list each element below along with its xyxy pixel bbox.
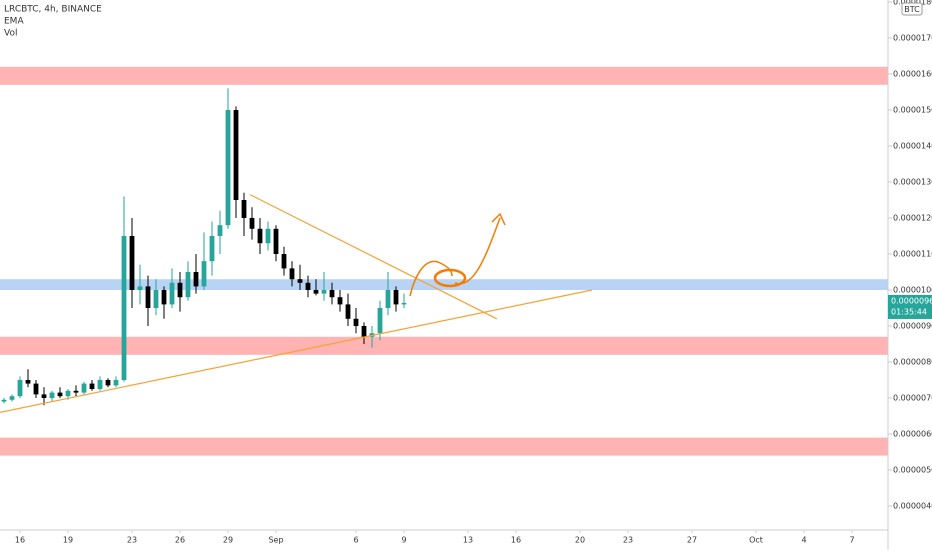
y-tick-label: 0.00001300 — [893, 178, 932, 187]
y-axis-bg — [888, 0, 932, 550]
arrow-head — [491, 212, 506, 226]
candle-body — [209, 236, 215, 262]
zone — [0, 437, 888, 456]
candle-body — [33, 383, 39, 395]
x-tick-label: 27 — [687, 536, 697, 545]
x-tick-label: 23 — [623, 536, 633, 545]
candle-body — [273, 228, 279, 255]
candle-body — [353, 318, 359, 326]
y-tick-label: 0.00001400 — [893, 142, 932, 151]
candle-body — [105, 379, 111, 386]
candle-body — [121, 236, 127, 380]
candle-body — [281, 254, 287, 269]
candle-body — [297, 279, 303, 283]
candle-body — [153, 290, 159, 308]
x-tick-label: 9 — [401, 536, 406, 545]
candle-body — [201, 261, 207, 287]
x-tick-label: 4 — [801, 536, 806, 545]
candle-body — [265, 228, 271, 244]
candle-body — [1, 399, 7, 402]
candle-body — [17, 379, 23, 397]
candle-body — [249, 218, 255, 229]
candle-body — [193, 272, 199, 287]
zone — [0, 66, 888, 85]
y-tick-label: 0.00000400 — [893, 501, 932, 510]
candle-body — [161, 290, 167, 305]
candle-body — [289, 268, 295, 280]
candle-body — [129, 236, 135, 291]
x-tick-label: 20 — [575, 536, 585, 545]
legend-indicator: Vol — [4, 29, 17, 39]
candle-body — [225, 110, 231, 226]
freehand-curve — [409, 260, 453, 297]
currency: BTC — [904, 5, 920, 14]
candle-body — [49, 392, 55, 398]
candle-body — [361, 325, 367, 337]
candle-body — [9, 396, 15, 400]
legend-indicator: EMA — [4, 17, 24, 27]
x-tick-label: Sep — [268, 536, 283, 545]
candle-body — [329, 290, 335, 298]
y-tick-label: 0.00001700 — [893, 34, 932, 43]
candle-body — [73, 390, 79, 393]
x-tick-label: Oct — [749, 536, 763, 545]
y-tick-label: 0.00001100 — [893, 250, 932, 259]
x-tick-label: 16 — [511, 536, 521, 545]
x-tick-label: 19 — [63, 536, 73, 545]
last-price-box — [888, 294, 932, 319]
trend-line — [249, 194, 498, 320]
candle-body — [65, 390, 71, 397]
candle-body — [169, 282, 175, 305]
candle-body — [233, 110, 239, 201]
y-tick-label: 0.00001600 — [893, 70, 932, 79]
y-tick-label: 0.00000600 — [893, 429, 932, 438]
x-tick-label: 7 — [849, 536, 854, 545]
currency-box[interactable] — [901, 2, 923, 16]
y-tick-label: 0.00000700 — [893, 393, 932, 402]
x-tick-label: 13 — [463, 536, 473, 545]
candle-body — [313, 290, 319, 294]
y-tick-label: 0.00001000 — [893, 286, 932, 295]
candle-body — [305, 282, 311, 291]
candle-body — [81, 383, 87, 393]
candle-body — [377, 307, 383, 334]
candle-body — [185, 272, 191, 298]
y-tick-label: 0.00000900 — [893, 321, 932, 330]
candle-body — [345, 304, 351, 319]
y-tick-label: 0.00000500 — [893, 465, 932, 474]
trend-line — [0, 289, 593, 413]
x-tick-label: 23 — [127, 536, 137, 545]
candle-body — [89, 383, 95, 389]
candle-body — [401, 302, 407, 305]
y-tick-label: 0.00001200 — [893, 214, 932, 223]
candle-body — [41, 394, 47, 398]
x-tick-label: 16 — [15, 536, 25, 545]
legend-title: LRCBTC, 4h, BINANCE — [4, 5, 102, 15]
y-tick-label: 0.00000800 — [893, 357, 932, 366]
candle-body — [113, 379, 119, 386]
x-tick-label: 6 — [353, 536, 358, 545]
last-price-label: 0.00000964 — [891, 296, 932, 305]
candle-body — [97, 379, 103, 389]
freehand-circle — [433, 268, 467, 288]
candle-body — [137, 286, 143, 291]
x-tick-label: 29 — [223, 536, 233, 545]
candle-body — [257, 228, 263, 244]
x-tick-label: 26 — [175, 536, 185, 545]
candle-body — [321, 290, 327, 294]
candle-body — [25, 379, 31, 384]
y-tick-label: 0.00001500 — [893, 106, 932, 115]
zone — [0, 336, 888, 355]
candle-body — [57, 392, 63, 397]
candle-body — [145, 286, 151, 308]
candle-body — [241, 200, 247, 219]
candle-body — [385, 290, 391, 308]
candle-body — [337, 297, 343, 305]
candle-body — [217, 225, 223, 237]
freehand-arrow — [454, 217, 501, 285]
candle-body — [393, 290, 399, 305]
countdown: 01:35:44 — [891, 307, 927, 316]
candle-body — [177, 282, 183, 298]
